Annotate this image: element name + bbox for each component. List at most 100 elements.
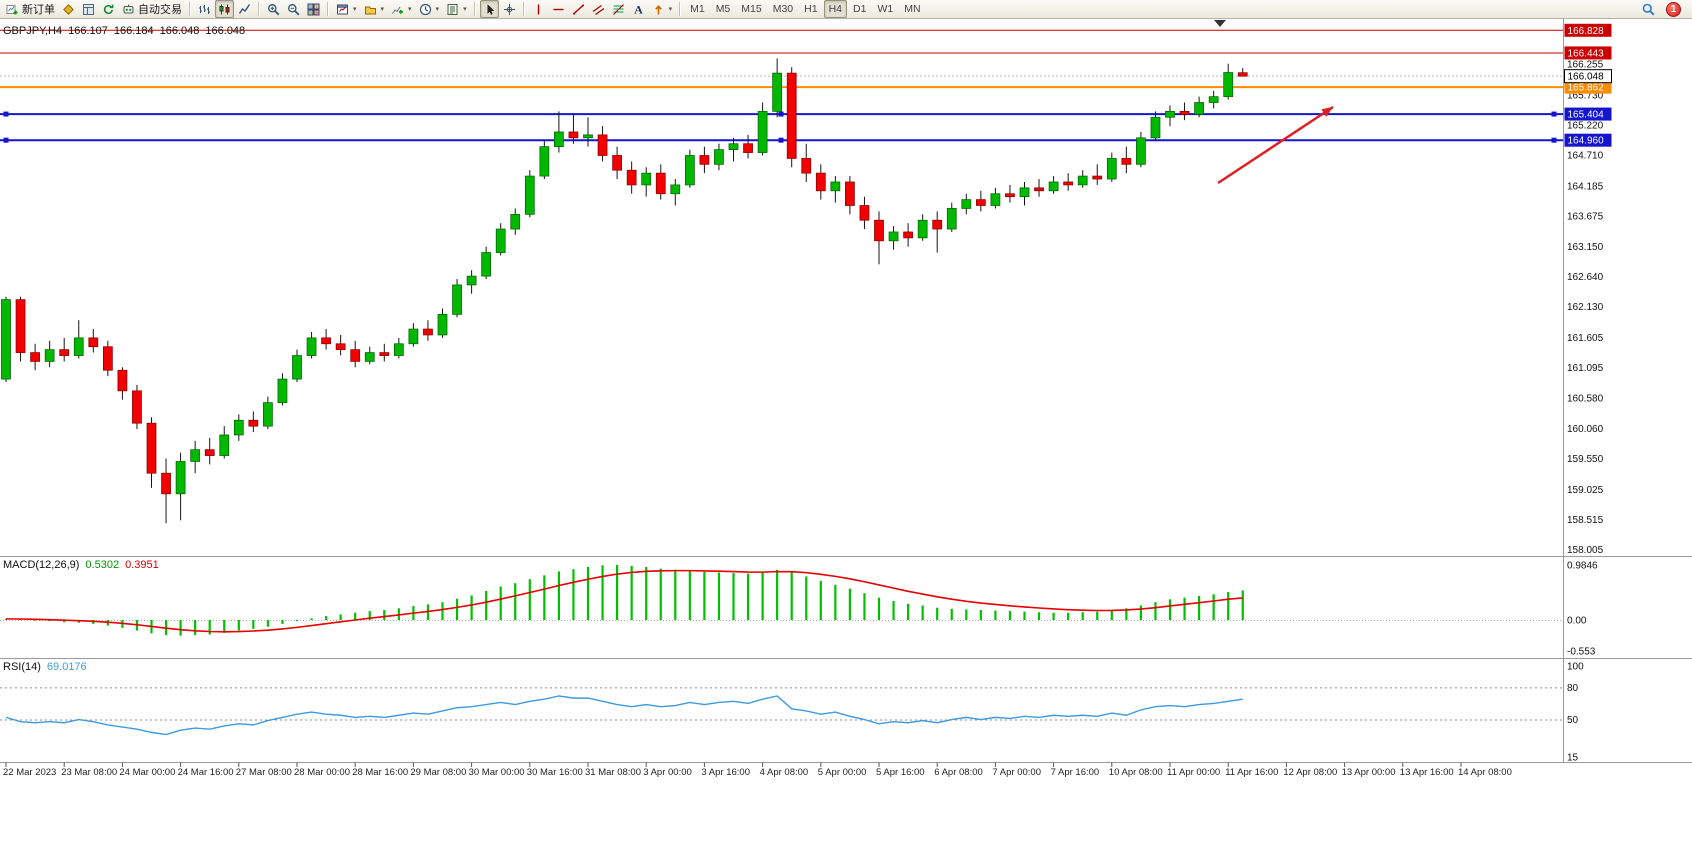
autotrading-button[interactable]: 自动交易 [119, 0, 185, 18]
chart-canvas[interactable]: 166.255 165.730 165.220 164.710 164.185 163.6… [0, 19, 1692, 846]
timeframe-w1-label: W1 [877, 3, 894, 15]
alerts-button[interactable]: 1 [1663, 0, 1684, 18]
candle-down [88, 337, 99, 348]
price-axis-label: 164.710 [1567, 150, 1604, 161]
bar-chart-button[interactable] [195, 0, 214, 18]
profiles-button[interactable]: ▾ [361, 0, 388, 18]
timeframe-h1[interactable]: H1 [799, 0, 822, 18]
text-button[interactable]: A [629, 0, 648, 18]
price-badge-label: 165.862 [1568, 83, 1605, 94]
price-badge [1564, 23, 1612, 37]
vertical-line-button[interactable] [529, 0, 548, 18]
close-value: 166.048 [205, 25, 246, 37]
candle-down [699, 155, 710, 165]
horizontal-line-button[interactable] [549, 0, 568, 18]
search-button[interactable] [1639, 0, 1658, 18]
market-watch-button[interactable] [59, 0, 78, 18]
data-window-button[interactable] [79, 0, 98, 18]
toolbar-separator [258, 2, 260, 16]
rsi-title: RSI(14) [3, 661, 41, 673]
time-axis-label: 24 Mar 00:00 [119, 767, 175, 778]
timeframe-mn-label: MN [904, 3, 921, 15]
zoom-in-icon [268, 3, 280, 15]
toolbar-separator [679, 2, 682, 16]
crosshair-button[interactable] [500, 0, 519, 18]
chart-shift-marker[interactable] [1214, 20, 1226, 27]
tile-windows-icon [307, 3, 320, 15]
candle-down [975, 199, 986, 206]
chart-area[interactable]: 166.255 165.730 165.220 164.710 164.185 163.6… [0, 19, 1692, 846]
candle-down [161, 472, 171, 495]
price-axis-label: 161.605 [1567, 333, 1604, 344]
time-axis-label: 31 Mar 08:00 [585, 767, 641, 778]
macd-axis-label: 0.9846 [1567, 561, 1598, 572]
macd-signal-line [5, 569, 1243, 633]
new-chart-button[interactable]: ▾ [333, 0, 360, 18]
price-badge-label: 166.048 [1568, 72, 1605, 83]
timeframe-mn[interactable]: MN [899, 0, 925, 18]
zoom-out-button[interactable] [284, 0, 303, 18]
time-axis-label: 11 Apr 00:00 [1167, 767, 1220, 778]
timeframe-h4[interactable]: H4 [823, 0, 848, 18]
new-order-button[interactable]: 新订单 [3, 0, 58, 18]
candle-up [917, 219, 928, 239]
time-axis-label: 12 Apr 08:00 [1283, 767, 1337, 778]
candle-down [59, 349, 70, 356]
price-badges: 166.828 166.443 165.862 165.404 164.960 166.0… [1564, 23, 1612, 147]
refresh-button[interactable] [99, 0, 118, 18]
macd-signal-value: 0.3951 [125, 559, 159, 571]
arrow-annotation[interactable] [1217, 105, 1334, 185]
price-axis-label: 166.255 [1567, 60, 1604, 71]
line-selection-handle[interactable] [1551, 137, 1557, 143]
templates-icon [447, 3, 458, 15]
price-axis-label: 164.185 [1567, 181, 1604, 192]
price-badge [1564, 80, 1612, 94]
rsi-axis-label: 50 [1567, 715, 1579, 726]
timeframe-m1[interactable]: M1 [685, 0, 710, 18]
price-badge-label: 166.443 [1568, 48, 1605, 59]
zoom-out-icon [288, 3, 300, 15]
candlestick-chart-button[interactable] [215, 0, 234, 18]
zoom-in-button[interactable] [264, 0, 283, 18]
fibonacci-button[interactable] [609, 0, 628, 18]
candle-down [423, 328, 433, 336]
indicators-button[interactable]: ▾ [388, 0, 415, 18]
arrows-icon [654, 4, 662, 14]
line-selection-handle[interactable] [1551, 111, 1557, 117]
candle-up [1, 299, 11, 380]
line-selection-handle[interactable] [778, 137, 784, 143]
line-selection-handle[interactable] [778, 111, 784, 117]
candle-up [466, 275, 477, 286]
caret-down-icon: ▾ [380, 6, 385, 13]
toolbar-separator [327, 2, 329, 16]
trendline-button[interactable] [569, 0, 588, 18]
time-axis-label: 30 Mar 00:00 [469, 767, 525, 778]
cursor-button[interactable] [479, 0, 499, 18]
channel-button[interactable] [589, 0, 608, 18]
candle-up [73, 337, 84, 356]
candle-up [263, 402, 273, 427]
price-badge-label: 164.960 [1568, 136, 1605, 147]
price-badge [1564, 133, 1612, 147]
periods-button[interactable]: ▾ [416, 0, 443, 18]
candle-down [1121, 158, 1132, 165]
timeframe-m5[interactable]: M5 [711, 0, 736, 18]
timeframe-w1[interactable]: W1 [872, 0, 898, 18]
new-order-icon [6, 4, 18, 14]
templates-button[interactable]: ▾ [443, 0, 470, 18]
timeframe-m30[interactable]: M30 [768, 0, 798, 18]
candle-down [117, 369, 128, 392]
arrows-button[interactable]: ▾ [649, 0, 676, 18]
candle-down [845, 181, 855, 206]
timeframe-m15[interactable]: M15 [736, 0, 766, 18]
profiles-icon [364, 6, 376, 14]
tile-windows-button[interactable] [304, 0, 323, 18]
price-axis-label: 160.580 [1567, 393, 1604, 404]
timeframe-d1[interactable]: D1 [848, 0, 871, 18]
line-chart-button[interactable] [235, 0, 254, 18]
time-axis-label: 3 Apr 16:00 [701, 767, 750, 778]
cursor-icon [487, 3, 494, 15]
line-selection-handle[interactable] [3, 111, 9, 117]
line-selection-handle[interactable] [3, 137, 9, 143]
price-axis-label: 165.730 [1567, 90, 1604, 101]
